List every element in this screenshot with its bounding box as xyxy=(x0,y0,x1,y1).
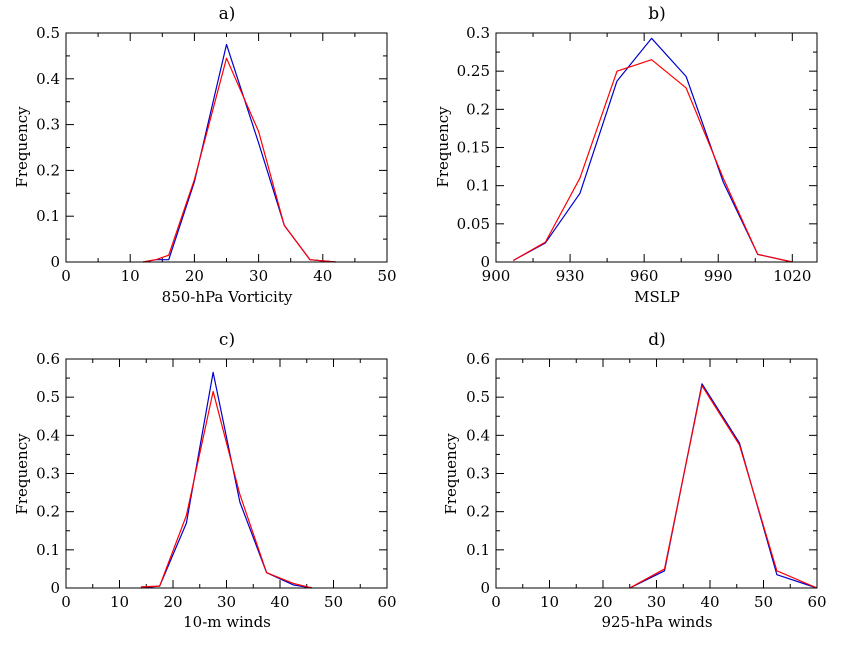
panel-a-xtick-label: 20 xyxy=(185,267,204,285)
panel-c-xtick-label: 30 xyxy=(217,593,236,611)
panel-b-ytick-label: 0.1 xyxy=(466,177,490,195)
panel-d-xtick-label: 50 xyxy=(754,593,773,611)
panel-d-xtick-label: 40 xyxy=(700,593,719,611)
panel-d-ytick-label: 0.4 xyxy=(466,426,490,444)
panel-b-series-red-line xyxy=(512,59,793,263)
panel-d-series-red-line xyxy=(629,385,818,589)
panel-d-ytick-label: 0.5 xyxy=(466,388,490,406)
panel-b-ytick-label: 0.25 xyxy=(457,62,490,80)
panel-b: b) MSLP Frequency 900 930 960 990 1020 0 0.05 0… xyxy=(434,4,818,306)
panel-d-xtick-label: 0 xyxy=(491,593,501,611)
panel-a-ytick-label: 0 xyxy=(50,253,60,271)
panel-c-ytick-label: 0.1 xyxy=(36,541,60,559)
panel-b-xtick-label: 900 xyxy=(482,267,511,285)
panel-d-ytick-label: 0 xyxy=(480,579,490,597)
panel-c-ytick-label: 0.5 xyxy=(36,388,60,406)
panel-b-ytick-label: 0.3 xyxy=(466,24,490,42)
panel-c-ytick-label: 0.6 xyxy=(36,350,60,368)
panel-c-frame xyxy=(65,358,388,589)
panel-c-series-blue-line xyxy=(140,371,313,589)
panel-c-series-red-line xyxy=(140,390,313,589)
panel-c-ylabel: Frequency xyxy=(13,433,31,515)
panel-b-xtick-label: 930 xyxy=(556,267,585,285)
panel-a-ytick-label: 0.3 xyxy=(36,116,60,134)
panel-d-ytick-label: 0.3 xyxy=(466,465,490,483)
panel-a-ytick-label: 0.5 xyxy=(36,24,60,42)
panel-d-xtick-label: 10 xyxy=(540,593,559,611)
panel-b-ytick-label: 0.05 xyxy=(457,215,490,233)
panel-a-xtick-label: 30 xyxy=(249,267,268,285)
panel-b-xtick-label: 1020 xyxy=(773,267,811,285)
panel-c-xtick-label: 0 xyxy=(61,593,71,611)
panel-c-xtick-label: 50 xyxy=(324,593,343,611)
panel-d: d) 925-hPa winds Frequency 0 10 20 30 40 50 60… xyxy=(442,330,827,631)
panel-a-xtick-label: 0 xyxy=(61,267,71,285)
panel-d-xlabel: 925-hPa winds xyxy=(601,613,712,631)
panel-a-xtick-label: 10 xyxy=(121,267,140,285)
panel-a-xlabel: 850-hPa Vorticity xyxy=(162,288,293,306)
panel-d-ytick-label: 0.2 xyxy=(466,503,490,521)
panel-d-ytick-label: 0.6 xyxy=(466,350,490,368)
panel-b-xtick-label: 960 xyxy=(630,267,659,285)
panel-c-xtick-label: 20 xyxy=(163,593,182,611)
panel-a-ytick-label: 0.1 xyxy=(36,207,60,225)
panel-d-xtick-label: 20 xyxy=(593,593,612,611)
panel-a-xtick-label: 40 xyxy=(313,267,332,285)
panel-b-ylabel: Frequency xyxy=(434,106,452,188)
panel-a-title: a) xyxy=(219,4,236,24)
panel-c-ytick-label: 0.2 xyxy=(36,503,60,521)
panel-a-ytick-label: 0.4 xyxy=(36,70,60,88)
panel-d-ylabel: Frequency xyxy=(442,433,460,515)
panel-b-ytick-label: 0.2 xyxy=(466,100,490,118)
panel-c-ytick-label: 0.4 xyxy=(36,426,60,444)
panel-b-title: b) xyxy=(648,4,666,24)
panel-d-frame xyxy=(495,358,818,589)
panel-b-ytick-label: 0 xyxy=(480,253,490,271)
panel-a-ylabel: Frequency xyxy=(13,106,31,188)
panel-a-xtick-label: 50 xyxy=(377,267,396,285)
panel-a-frame xyxy=(65,32,388,263)
panel-b-frame xyxy=(495,32,818,263)
panel-d-title: d) xyxy=(648,330,666,350)
panel-d-xtick-label: 30 xyxy=(647,593,666,611)
panel-c-xtick-label: 60 xyxy=(377,593,396,611)
panel-c-ytick-label: 0.3 xyxy=(36,465,60,483)
panel-d-series-blue-line xyxy=(629,383,818,589)
panel-d-ytick-label: 0.1 xyxy=(466,541,490,559)
panel-a-ytick-label: 0.2 xyxy=(36,161,60,179)
panel-c: c) 10-m winds Frequency 0 10 20 30 40 50 60 0 0.… xyxy=(13,330,397,631)
panel-c-xtick-label: 10 xyxy=(110,593,129,611)
panel-c-title: c) xyxy=(219,330,235,350)
panel-a-series-blue-line xyxy=(142,43,336,263)
panel-c-xtick-label: 40 xyxy=(270,593,289,611)
panel-b-xlabel: MSLP xyxy=(634,288,680,306)
panel-c-xlabel: 10-m winds xyxy=(183,613,271,631)
panel-d-xtick-label: 60 xyxy=(807,593,826,611)
panel-b-xtick-label: 990 xyxy=(704,267,733,285)
panel-a-series-red-line xyxy=(142,57,336,263)
panel-b-ytick-label: 0.15 xyxy=(457,139,490,157)
panel-c-ytick-label: 0 xyxy=(50,579,60,597)
panel-a: a) 850-hPa Vorticity Frequency 0 10 20 30 40… xyxy=(13,4,397,306)
panel-b-series-blue-line xyxy=(512,37,793,263)
